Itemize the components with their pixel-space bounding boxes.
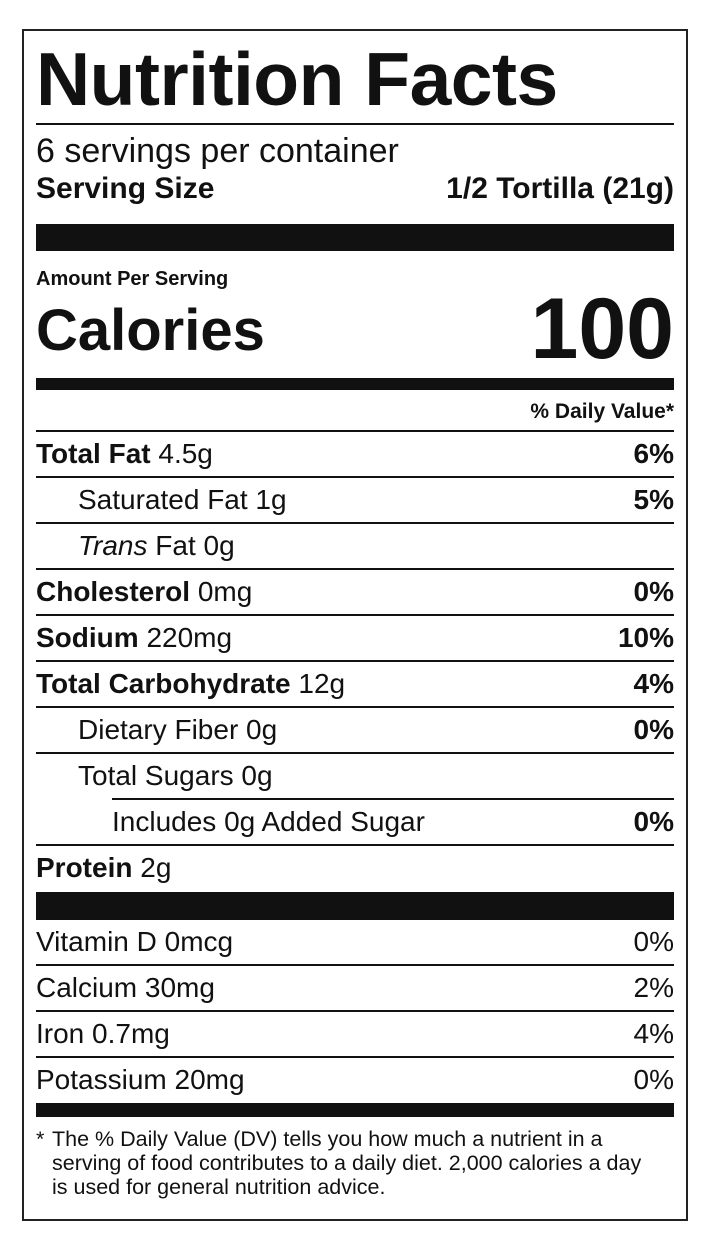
nutrient-row-protein: Protein 2g <box>36 844 674 890</box>
nutrient-name: Total Fat <box>36 438 151 469</box>
vitamin-name: Vitamin D 0mcg <box>36 926 234 957</box>
nutrient-name: Saturated Fat 1g <box>78 484 287 515</box>
nutrient-dv: 10% <box>617 622 674 653</box>
nutrient-name: Total Sugars 0g <box>78 760 273 791</box>
medium-divider <box>36 1103 674 1117</box>
vitamin-row: Calcium 30mg 2% <box>36 964 674 1010</box>
nutrient-amount: 2g <box>140 852 172 883</box>
vitamin-row: Potassium 20mg 0% <box>36 1056 674 1102</box>
nutrient-row-cholesterol: Cholesterol 0mg 0% <box>36 568 674 614</box>
nutrient-name: Total Carbohydrate <box>36 668 291 699</box>
nutrient-amount: 220mg <box>146 622 233 653</box>
daily-value-header: % Daily Value* <box>530 400 674 423</box>
nutrient-dv: 6% <box>633 438 674 469</box>
calories-row: Calories 100 <box>36 281 675 377</box>
nutrient-name-italic: Trans <box>78 530 148 561</box>
nutrient-amount: 4.5g <box>158 438 213 469</box>
nutrient-name: Dietary Fiber 0g <box>78 714 278 745</box>
vitamin-dv: 0% <box>633 926 674 957</box>
calories-label: Calories <box>36 298 265 363</box>
thick-divider <box>36 224 674 251</box>
nutrient-row-added-sugar: Includes 0g Added Sugar 0% <box>112 798 674 844</box>
nutrient-dv: 5% <box>633 484 674 515</box>
footnote-asterisk: * <box>36 1127 45 1151</box>
divider <box>36 123 674 125</box>
nutrient-name: Sodium <box>36 622 139 653</box>
nutrient-name: Fat 0g <box>155 530 235 561</box>
vitamin-dv: 0% <box>633 1064 674 1095</box>
vitamin-name: Potassium 20mg <box>36 1064 245 1095</box>
nutrient-row-total-sugars: Total Sugars 0g <box>36 752 674 798</box>
nutrient-row-sodium: Sodium 220mg 10% <box>36 614 674 660</box>
vitamin-dv: 4% <box>633 1018 674 1049</box>
nutrient-dv: 4% <box>633 668 674 699</box>
vitamin-dv: 2% <box>633 972 674 1003</box>
serving-size-value: 1/2 Tortilla (21g) <box>446 172 674 205</box>
vitamin-row: Iron 0.7mg 4% <box>36 1010 674 1056</box>
thick-divider <box>36 892 674 920</box>
label-title: Nutrition Facts <box>36 37 558 121</box>
calories-value: 100 <box>530 281 675 377</box>
nutrient-name: Cholesterol <box>36 576 191 607</box>
vitamin-name: Iron 0.7mg <box>36 1018 170 1049</box>
nutrient-row-dietary-fiber: Dietary Fiber 0g 0% <box>36 706 674 752</box>
amount-per-serving: Amount Per Serving <box>36 268 229 290</box>
footnote: * The % Daily Value (DV) tells you how m… <box>36 1127 674 1199</box>
nutrient-name: Includes 0g Added Sugar <box>112 806 425 837</box>
nutrient-amount: 0mg <box>197 576 253 607</box>
nutrient-row-saturated-fat: Saturated Fat 1g 5% <box>36 476 674 522</box>
vitamin-row: Vitamin D 0mcg 0% <box>36 920 674 964</box>
footnote-text: The % Daily Value (DV) tells you how muc… <box>52 1127 642 1199</box>
nutrient-row-trans-fat: Trans Fat 0g <box>36 522 674 568</box>
nutrient-row-total-carbohydrate: Total Carbohydrate 12g 4% <box>36 660 674 706</box>
nutrient-dv: 0% <box>633 576 674 607</box>
vitamin-name: Calcium 30mg <box>36 972 215 1003</box>
nutrient-dv: 0% <box>633 714 674 745</box>
nutrient-dv: 0% <box>633 806 674 837</box>
nutrient-row-total-fat: Total Fat 4.5g 6% <box>36 430 674 476</box>
servings-per-container: 6 servings per container <box>36 132 399 170</box>
medium-divider <box>36 378 674 390</box>
serving-size-label: Serving Size <box>36 172 215 205</box>
nutrition-facts-label: Nutrition Facts 6 servings per container… <box>22 29 688 1221</box>
serving-size-row: Serving Size 1/2 Tortilla (21g) <box>36 171 674 207</box>
nutrient-name: Protein <box>36 852 133 883</box>
nutrient-amount: 12g <box>298 668 346 699</box>
